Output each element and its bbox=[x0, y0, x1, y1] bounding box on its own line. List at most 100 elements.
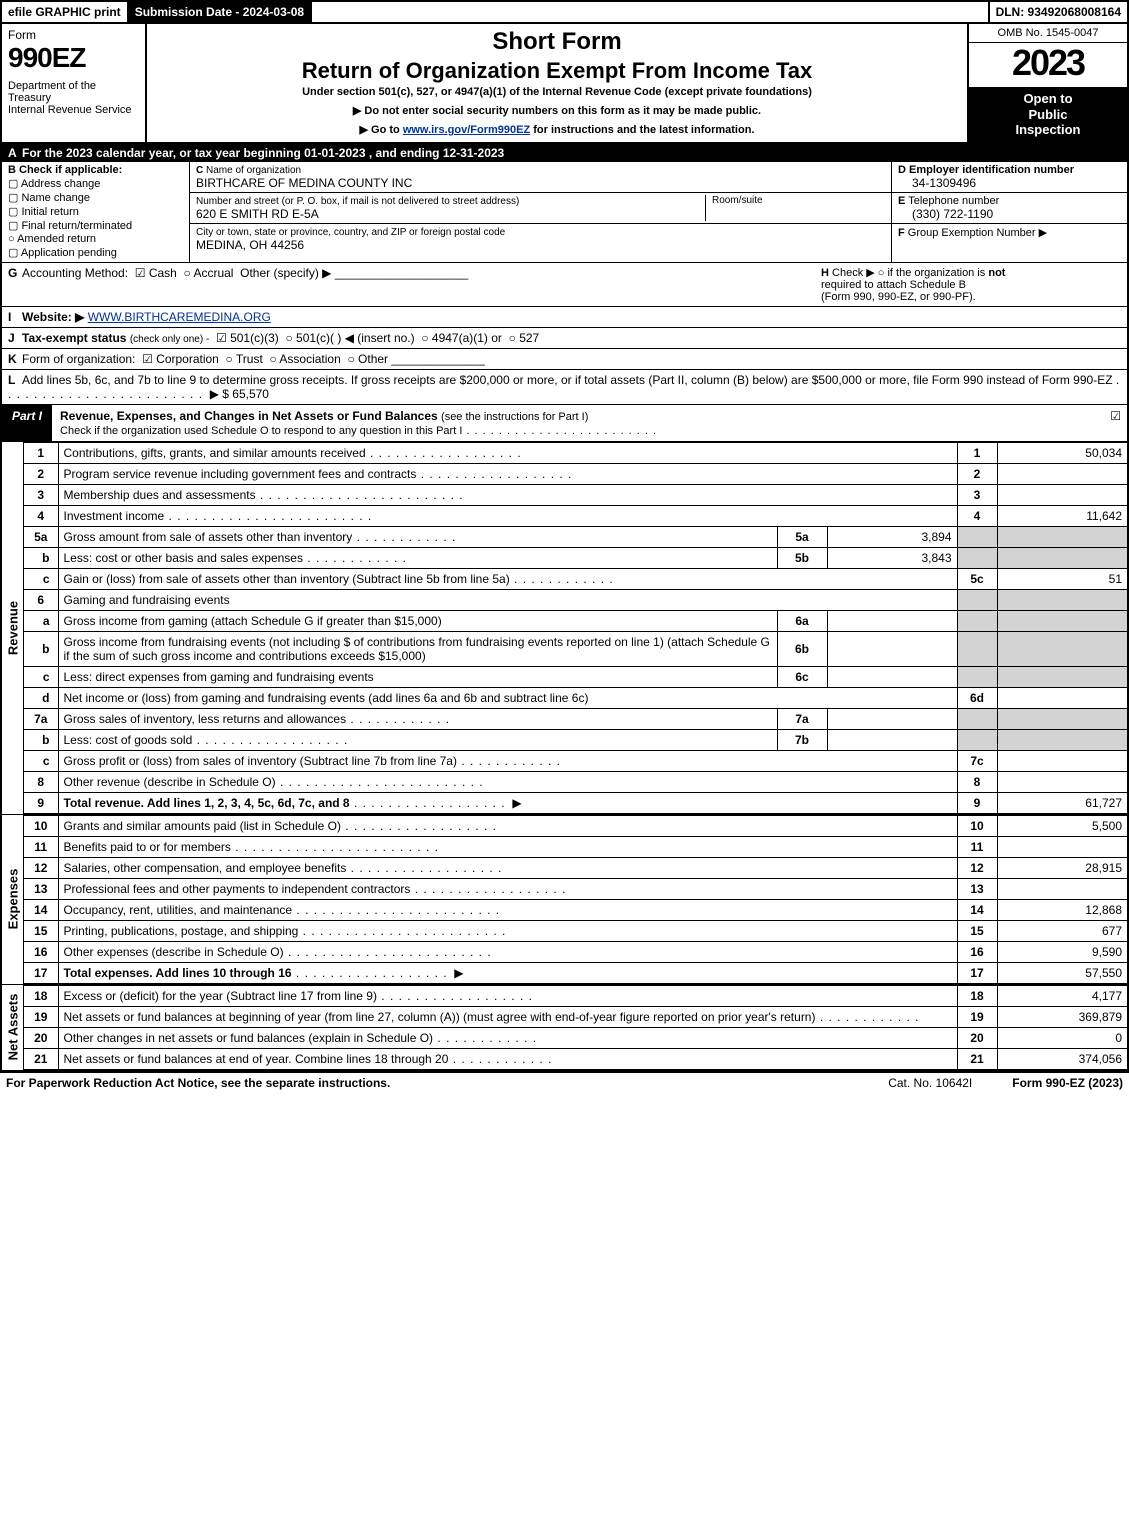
website-link[interactable]: WWW.BIRTHCAREMEDINA.ORG bbox=[88, 310, 271, 324]
part1-hint: (see the instructions for Part I) bbox=[441, 411, 588, 423]
d-label: Employer identification number bbox=[909, 164, 1074, 176]
l-text: Add lines 5b, 6c, and 7b to line 9 to de… bbox=[22, 373, 1113, 387]
line-4: 4Investment income411,642 bbox=[24, 505, 1127, 526]
line-6c: cLess: direct expenses from gaming and f… bbox=[24, 666, 1127, 687]
j-4947[interactable]: 4947(a)(1) or bbox=[421, 331, 502, 345]
j-label: Tax-exempt status bbox=[22, 331, 126, 345]
revenue-table: 1Contributions, gifts, grants, and simil… bbox=[24, 442, 1127, 814]
line-9: 9Total revenue. Add lines 1, 2, 3, 4, 5c… bbox=[24, 792, 1127, 813]
ck-final-return[interactable]: Final return/terminated bbox=[8, 219, 183, 232]
ck-amended-return[interactable]: Amended return bbox=[8, 233, 183, 245]
irs-link[interactable]: www.irs.gov/Form990EZ bbox=[403, 124, 530, 136]
netassets-table: 18Excess or (deficit) for the year (Subt… bbox=[24, 985, 1127, 1070]
line-10: 10Grants and similar amounts paid (list … bbox=[24, 815, 1127, 836]
h-text1: Check ▶ ○ if the organization is bbox=[832, 267, 988, 279]
g-cash[interactable]: Cash bbox=[135, 266, 177, 280]
ck-address-change[interactable]: Address change bbox=[8, 177, 183, 190]
header-center: Short Form Return of Organization Exempt… bbox=[147, 24, 967, 142]
line-a: AFor the 2023 calendar year, or tax year… bbox=[2, 144, 1127, 162]
info-grid: B Check if applicable: Address change Na… bbox=[2, 162, 1127, 263]
tax-year: 2023 bbox=[969, 43, 1127, 87]
l-amount: ▶ $ 65,570 bbox=[210, 387, 269, 401]
org-city: MEDINA, OH 44256 bbox=[196, 238, 304, 252]
line-18: 18Excess or (deficit) for the year (Subt… bbox=[24, 985, 1127, 1006]
phone-value: (330) 722-1190 bbox=[898, 207, 993, 221]
ck-name-change[interactable]: Name change bbox=[8, 191, 183, 204]
goto-line: ▶ Go to www.irs.gov/Form990EZ for instru… bbox=[155, 123, 959, 136]
return-title: Return of Organization Exempt From Incom… bbox=[155, 58, 959, 84]
form-ref: Form 990-EZ (2023) bbox=[1012, 1076, 1123, 1090]
line-6d: dNet income or (loss) from gaming and fu… bbox=[24, 687, 1127, 708]
revenue-vlabel: Revenue bbox=[2, 442, 24, 814]
line-8: 8Other revenue (describe in Schedule O)8 bbox=[24, 771, 1127, 792]
line-13: 13Professional fees and other payments t… bbox=[24, 878, 1127, 899]
k-other[interactable]: Other bbox=[347, 352, 388, 366]
j-527[interactable]: 527 bbox=[509, 331, 540, 345]
section-c: C Name of organization BIRTHCARE OF MEDI… bbox=[190, 162, 892, 262]
omb-number: OMB No. 1545-0047 bbox=[969, 24, 1127, 43]
form-number: 990EZ bbox=[8, 42, 139, 74]
ein-value: 34-1309496 bbox=[898, 176, 976, 190]
h-text2: required to attach Schedule B bbox=[821, 279, 966, 291]
section-def: D Employer identification number 34-1309… bbox=[892, 162, 1127, 262]
line-11: 11Benefits paid to or for members11 bbox=[24, 836, 1127, 857]
j-hint: (check only one) - bbox=[130, 334, 209, 345]
line-k: KForm of organization: Corporation Trust… bbox=[2, 349, 1127, 370]
line-17: 17Total expenses. Add lines 10 through 1… bbox=[24, 962, 1127, 983]
k-assoc[interactable]: Association bbox=[269, 352, 340, 366]
line-2: 2Program service revenue including gover… bbox=[24, 463, 1127, 484]
g-other[interactable]: Other (specify) ▶ bbox=[240, 266, 331, 280]
line-12: 12Salaries, other compensation, and empl… bbox=[24, 857, 1127, 878]
inspect-l3: Inspection bbox=[1015, 122, 1080, 137]
form-body: Form 990EZ Department of the Treasury In… bbox=[0, 22, 1129, 1072]
expenses-section: Expenses 10Grants and similar amounts pa… bbox=[2, 815, 1127, 985]
line-16: 16Other expenses (describe in Schedule O… bbox=[24, 941, 1127, 962]
netassets-vlabel: Net Assets bbox=[2, 985, 24, 1070]
header-right: OMB No. 1545-0047 2023 Open to Public In… bbox=[967, 24, 1127, 142]
g-accrual[interactable]: Accrual bbox=[184, 266, 234, 280]
expenses-vlabel: Expenses bbox=[2, 815, 24, 984]
line-5c: cGain or (loss) from sale of assets othe… bbox=[24, 568, 1127, 589]
form-word: Form bbox=[8, 28, 139, 42]
line-6: 6Gaming and fundraising events bbox=[24, 589, 1127, 610]
inspect-l1: Open to bbox=[1023, 91, 1072, 106]
line-7c: cGross profit or (loss) from sales of in… bbox=[24, 750, 1127, 771]
line-21: 21Net assets or fund balances at end of … bbox=[24, 1048, 1127, 1069]
part1-schedule-o-check[interactable] bbox=[1104, 405, 1127, 441]
line-19: 19Net assets or fund balances at beginni… bbox=[24, 1006, 1127, 1027]
k-trust[interactable]: Trust bbox=[226, 352, 263, 366]
goto-post: for instructions and the latest informat… bbox=[530, 124, 754, 136]
ck-initial-return[interactable]: Initial return bbox=[8, 205, 183, 218]
b-label: Check if applicable: bbox=[19, 164, 122, 176]
line-5b: bLess: cost or other basis and sales exp… bbox=[24, 547, 1127, 568]
c-street-lbl: Number and street (or P. O. box, if mail… bbox=[196, 196, 519, 207]
ck-application-pending[interactable]: Application pending bbox=[8, 246, 183, 259]
page-footer: For Paperwork Reduction Act Notice, see … bbox=[0, 1072, 1129, 1093]
part1-check-line: Check if the organization used Schedule … bbox=[60, 425, 657, 437]
j-501c3[interactable]: 501(c)(3) bbox=[216, 331, 279, 345]
line-20: 20Other changes in net assets or fund ba… bbox=[24, 1027, 1127, 1048]
netassets-section: Net Assets 18Excess or (deficit) for the… bbox=[2, 985, 1127, 1070]
line-6b: bGross income from fundraising events (n… bbox=[24, 631, 1127, 666]
line-5a: 5aGross amount from sale of assets other… bbox=[24, 526, 1127, 547]
org-name: BIRTHCARE OF MEDINA COUNTY INC bbox=[196, 176, 412, 190]
i-label: Website: ▶ bbox=[22, 310, 84, 324]
line-7a: 7aGross sales of inventory, less returns… bbox=[24, 708, 1127, 729]
line-1: 1Contributions, gifts, grants, and simil… bbox=[24, 442, 1127, 463]
short-form-title: Short Form bbox=[155, 28, 959, 56]
e-label: Telephone number bbox=[908, 195, 999, 207]
line-a-text: For the 2023 calendar year, or tax year … bbox=[22, 146, 504, 160]
k-corp[interactable]: Corporation bbox=[142, 352, 219, 366]
cat-number: Cat. No. 10642I bbox=[888, 1076, 972, 1090]
k-label: Form of organization: bbox=[22, 352, 135, 366]
h-not: not bbox=[988, 267, 1005, 279]
goto-pre: ▶ Go to bbox=[360, 124, 403, 136]
line-3: 3Membership dues and assessments3 bbox=[24, 484, 1127, 505]
efile-label[interactable]: efile GRAPHIC print bbox=[2, 2, 129, 22]
part1-title-text: Revenue, Expenses, and Changes in Net As… bbox=[60, 409, 438, 423]
j-501c[interactable]: 501(c)( ) ◀ (insert no.) bbox=[285, 331, 414, 345]
g-label: Accounting Method: bbox=[22, 266, 128, 280]
top-bar: efile GRAPHIC print Submission Date - 20… bbox=[0, 0, 1129, 22]
expenses-table: 10Grants and similar amounts paid (list … bbox=[24, 815, 1127, 984]
line-l: LAdd lines 5b, 6c, and 7b to line 9 to d… bbox=[2, 370, 1127, 405]
